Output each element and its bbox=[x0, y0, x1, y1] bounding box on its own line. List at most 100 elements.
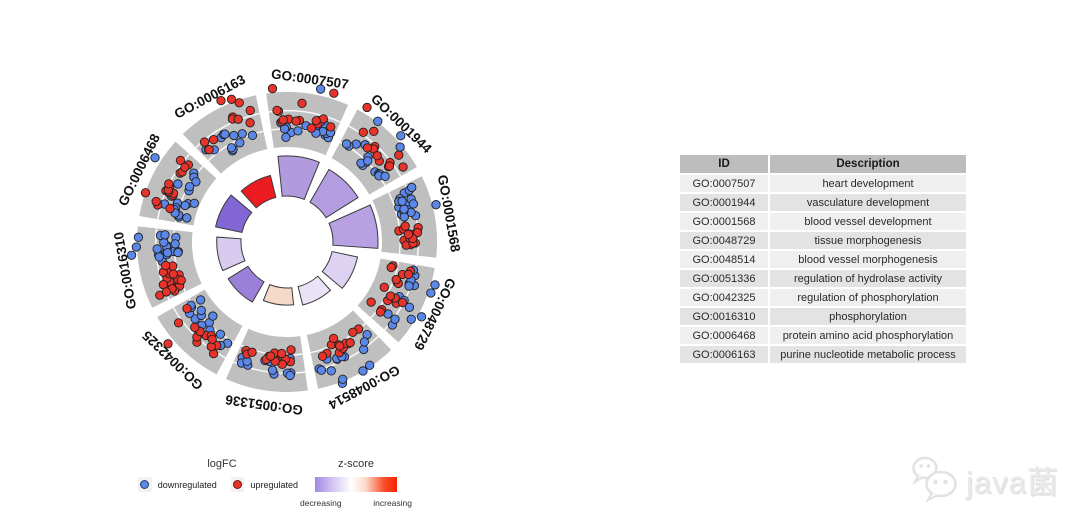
zscore-bar-wedge bbox=[227, 265, 265, 303]
cell-go-description: vasculature development bbox=[770, 194, 966, 211]
gene-dot-upregulated bbox=[328, 333, 339, 344]
gene-dot-downregulated bbox=[341, 139, 352, 149]
gene-dot-downregulated bbox=[315, 84, 326, 94]
legend-logfc-title: logFC bbox=[207, 458, 237, 470]
gene-dot-downregulated bbox=[170, 239, 180, 249]
gene-dot-downregulated bbox=[373, 116, 383, 126]
zscore-increasing-label: increasing bbox=[373, 498, 412, 508]
gene-dot-upregulated bbox=[358, 127, 368, 137]
gene-dot-downregulated bbox=[430, 280, 440, 290]
gene-dot-downregulated bbox=[285, 370, 295, 381]
gene-dot-upregulated bbox=[163, 339, 173, 349]
gene-dot-upregulated bbox=[175, 155, 186, 166]
legend-label-upregulated: upregulated bbox=[250, 479, 298, 490]
gene-dot-upregulated bbox=[180, 162, 190, 172]
gene-dot-upregulated bbox=[226, 94, 237, 104]
gene-dot-upregulated bbox=[400, 221, 410, 231]
zscore-bar-wedge bbox=[262, 283, 295, 306]
gene-dot-upregulated bbox=[151, 196, 161, 207]
gene-dot-downregulated bbox=[338, 374, 348, 384]
gene-dot-upregulated bbox=[403, 229, 414, 239]
gene-dot-downregulated bbox=[220, 129, 230, 139]
go-sector-label: GO:0051336 bbox=[224, 392, 304, 418]
gene-dot-upregulated bbox=[161, 287, 171, 297]
gene-dot-upregulated bbox=[164, 179, 174, 189]
gene-dot-upregulated bbox=[326, 122, 336, 132]
gene-dot-downregulated bbox=[226, 143, 237, 153]
gene-dot-upregulated bbox=[375, 307, 386, 317]
gene-dot-downregulated bbox=[195, 295, 206, 305]
zscore-bar-wedge bbox=[215, 194, 253, 234]
gene-dot-downregulated bbox=[408, 199, 419, 209]
gene-dot-upregulated bbox=[208, 134, 219, 145]
upregulated-dot-icon bbox=[233, 480, 243, 489]
legend-zscore-title: z-score bbox=[337, 458, 375, 470]
grid-arc bbox=[207, 130, 264, 162]
gene-dot-upregulated bbox=[234, 98, 244, 108]
zscore-bar-wedge bbox=[277, 155, 320, 201]
cell-go-id: GO:0051336 bbox=[680, 270, 768, 287]
gene-dot-upregulated bbox=[391, 274, 401, 285]
table-row: GO:0042325 regulation of phosphorylation bbox=[680, 289, 966, 306]
gene-dot-upregulated bbox=[140, 188, 151, 198]
gene-dot-downregulated bbox=[399, 212, 409, 222]
gene-dot-upregulated bbox=[168, 269, 178, 279]
table-row: GO:0006163 purine nucleotide metabolic pr… bbox=[680, 346, 966, 363]
cell-go-id: GO:0001944 bbox=[680, 194, 768, 211]
gene-dot-upregulated bbox=[384, 161, 395, 171]
legend-key-upregulated bbox=[230, 477, 245, 492]
gene-dot-upregulated bbox=[317, 351, 328, 361]
legend-zscore: z-score decreasing increasing bbox=[300, 458, 412, 508]
gene-dot-downregulated bbox=[404, 281, 414, 291]
gene-dot-upregulated bbox=[366, 297, 376, 307]
cell-go-description: tissue morphogenesis bbox=[770, 232, 966, 249]
gene-dot-downregulated bbox=[406, 314, 416, 324]
table-row: GO:0001944 vasculature development bbox=[680, 194, 966, 211]
downregulated-dot-icon bbox=[140, 480, 150, 489]
gene-dot-upregulated bbox=[182, 303, 192, 314]
zscore-bar-wedge bbox=[309, 168, 359, 219]
gene-dot-upregulated bbox=[386, 262, 396, 273]
gene-dot-downregulated bbox=[390, 314, 400, 324]
gene-dot-downregulated bbox=[182, 213, 192, 223]
gene-dot-upregulated bbox=[403, 269, 414, 280]
gene-dot-upregulated bbox=[245, 105, 255, 116]
cell-go-id: GO:0048514 bbox=[680, 251, 768, 268]
gene-dot-downregulated bbox=[235, 138, 245, 148]
gene-dot-downregulated bbox=[196, 305, 206, 316]
gene-dot-downregulated bbox=[160, 230, 170, 240]
gene-dot-downregulated bbox=[173, 247, 183, 258]
cell-go-description: regulation of hydrolase activity bbox=[770, 270, 966, 287]
gene-dot-upregulated bbox=[362, 102, 372, 113]
table-row: GO:0048729 tissue morphogenesis bbox=[680, 232, 966, 249]
cell-go-description: regulation of phosphorylation bbox=[770, 289, 966, 306]
gene-dot-downregulated bbox=[396, 131, 406, 141]
gene-dot-upregulated bbox=[204, 145, 214, 155]
gene-dot-upregulated bbox=[267, 83, 278, 94]
gene-dot-downregulated bbox=[359, 344, 369, 355]
table-body: GO:0007507 heart development GO:0001944 vas… bbox=[680, 175, 966, 363]
table-header-id: ID bbox=[680, 155, 768, 173]
gene-dot-downregulated bbox=[399, 204, 409, 214]
gene-dot-upregulated bbox=[311, 116, 321, 126]
gene-dot-downregulated bbox=[154, 252, 164, 262]
gene-dot-downregulated bbox=[359, 337, 370, 347]
gene-dot-upregulated bbox=[286, 345, 296, 355]
cell-go-description: blood vessel morphogenesis bbox=[770, 251, 966, 268]
cell-go-id: GO:0006163 bbox=[680, 346, 768, 363]
gene-dot-upregulated bbox=[176, 275, 186, 285]
gene-dot-upregulated bbox=[398, 162, 408, 172]
gene-dot-upregulated bbox=[165, 203, 175, 214]
gene-dot-upregulated bbox=[291, 116, 301, 126]
cell-go-id: GO:0006468 bbox=[680, 327, 768, 344]
gene-dot-downregulated bbox=[215, 329, 226, 339]
cell-go-id: GO:0007507 bbox=[680, 175, 768, 192]
gene-dot-upregulated bbox=[233, 114, 243, 124]
zscore-bar-wedge bbox=[321, 250, 359, 290]
gene-dot-upregulated bbox=[329, 88, 339, 98]
grid-arc bbox=[388, 192, 401, 254]
gene-dot-upregulated bbox=[306, 123, 317, 133]
gene-dot-downregulated bbox=[293, 126, 303, 136]
table-row: GO:0048514 blood vessel morphogenesis bbox=[680, 251, 966, 268]
gene-dot-upregulated bbox=[397, 297, 408, 308]
